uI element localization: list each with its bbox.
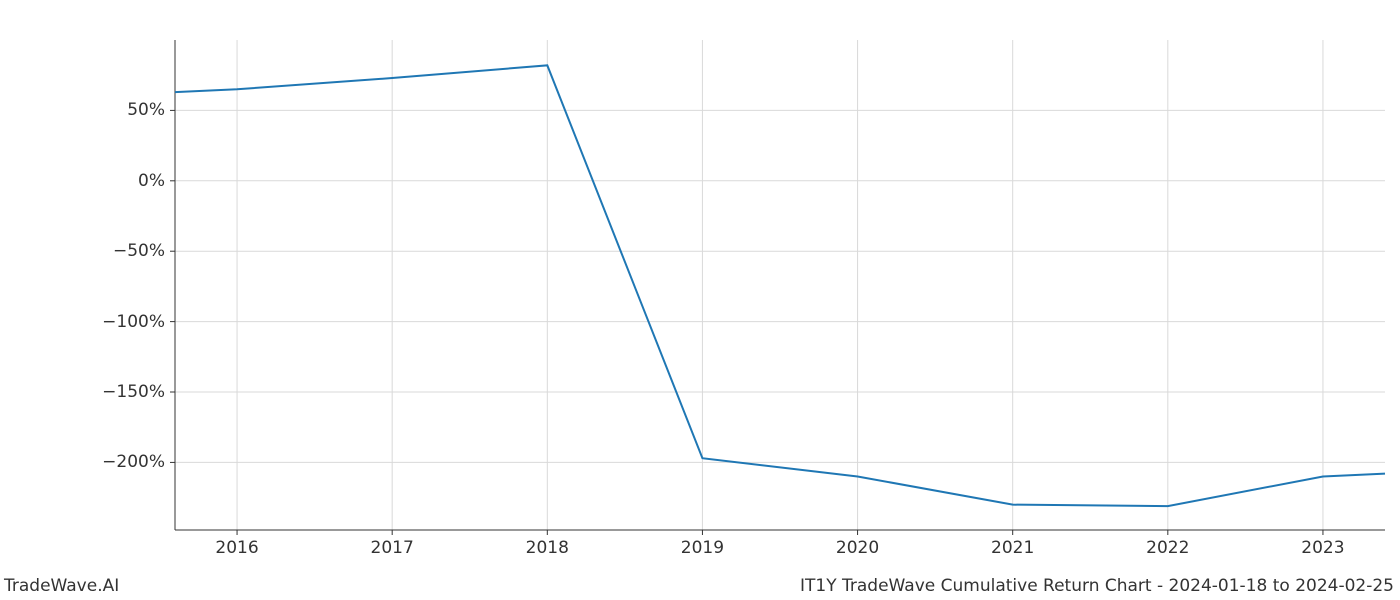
x-tick-label: 2020 (836, 538, 879, 558)
y-tick-label: −50% (113, 241, 165, 261)
footer-right-label: IT1Y TradeWave Cumulative Return Chart -… (800, 576, 1394, 596)
y-tick-label: −200% (102, 452, 165, 472)
x-tick-label: 2021 (991, 538, 1034, 558)
footer-left-label: TradeWave.AI (4, 576, 119, 596)
y-tick-label: 0% (138, 171, 165, 191)
x-tick-label: 2017 (371, 538, 414, 558)
x-tick-label: 2022 (1146, 538, 1189, 558)
x-tick-label: 2019 (681, 538, 724, 558)
x-tick-label: 2018 (526, 538, 569, 558)
line-chart (0, 0, 1400, 600)
y-tick-label: 50% (127, 100, 165, 120)
x-tick-label: 2016 (215, 538, 258, 558)
y-tick-label: −150% (102, 382, 165, 402)
y-tick-label: −100% (102, 312, 165, 332)
x-tick-label: 2023 (1301, 538, 1344, 558)
chart-container: −200% −150% −100% −50% 0% 50% 2016 2017 2018 201… (0, 0, 1400, 600)
